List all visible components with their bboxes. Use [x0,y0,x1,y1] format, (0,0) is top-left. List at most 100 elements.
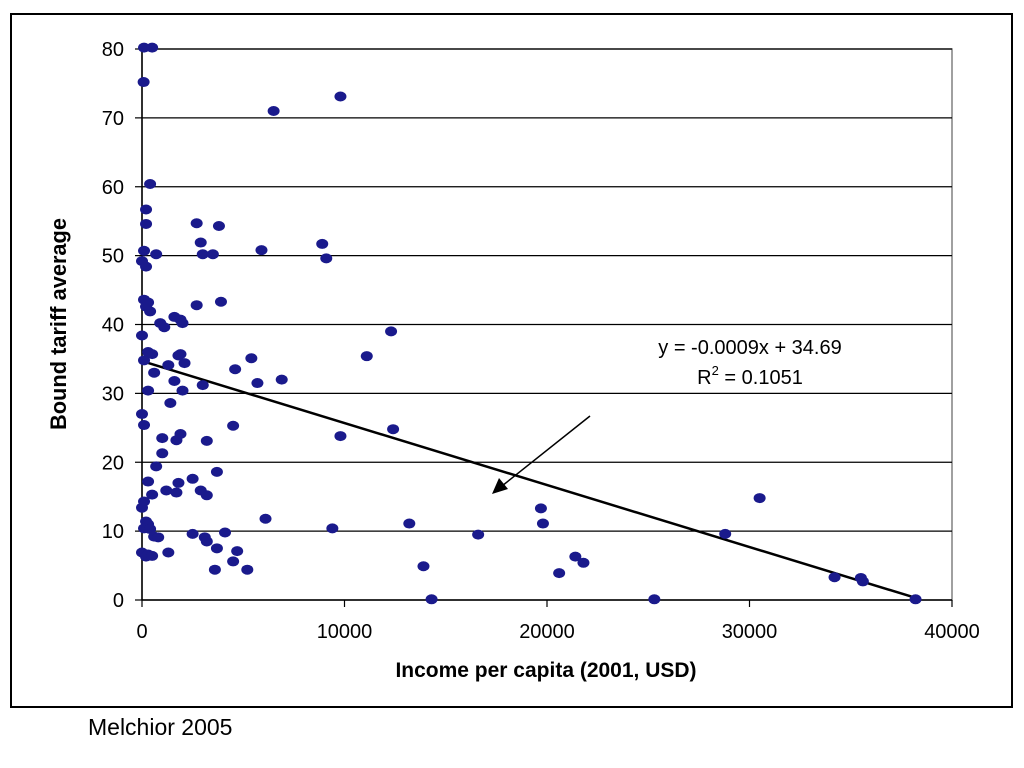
scatter-point [186,473,199,484]
annotation-arrow [501,415,591,487]
y-tick-label: 0 [113,590,124,612]
scatter-point [229,364,242,375]
scatter-point [569,551,582,562]
data-points [136,42,922,605]
x-tick-label: 10000 [317,621,373,643]
scatter-point [255,245,268,256]
scatter-point [138,355,151,366]
x-tick-label: 40000 [924,621,980,643]
scatter-point [142,476,155,487]
scatter-point [140,218,153,229]
scatter-point [210,543,223,554]
scatter-point [164,398,177,409]
y-tick-label: 40 [102,315,124,337]
scatter-point [144,524,157,535]
scatter-point [138,420,151,431]
scatter-point [200,536,213,547]
tick-labels: 0 10 20 30 40 50 60 70 80 0 10000 20000 30000 40000 [102,39,980,643]
scatter-point [648,594,661,605]
scatter-point [136,330,148,341]
scatter-point [138,245,151,256]
scatter-point [212,221,225,232]
scatter-point [196,380,209,391]
scatter-point [227,556,240,567]
scatter-point [387,424,400,435]
scatter-point [174,429,187,440]
scatter-point [403,518,416,529]
y-tick-label: 30 [102,383,124,405]
scatter-point [144,306,157,317]
scatter-point [200,435,213,446]
trendline-equation: y = -0.0009x + 34.69 [658,337,841,359]
scatter-point [553,568,566,579]
scatter-point [251,378,264,389]
scatter-point [245,353,258,364]
scatter-point [360,351,373,362]
scatter-point [334,91,347,102]
scatter-point [856,576,869,587]
y-tick-label: 80 [102,39,124,61]
scatter-point [150,249,163,260]
scatter-point [162,547,175,558]
trendline-annotation: y = -0.0009x + 34.69 R2 = 0.1051 [492,337,842,494]
scatter-point [137,77,150,88]
scatter-point [909,594,922,605]
scatter-point [231,546,244,557]
scatter-point [200,490,213,501]
trendline [141,359,916,600]
r-squared-label: R2 = 0.1051 [697,363,803,389]
scatter-point [146,349,159,360]
scatter-point [156,448,169,459]
scatter-point [267,105,280,116]
x-axis-title: Income per capita (2001, USD) [395,659,696,682]
scatter-point [241,564,254,575]
source-note: Melchior 2005 [88,714,233,740]
y-tick-label: 60 [102,177,124,199]
scatter-point [534,503,547,514]
scatter-point [334,431,347,442]
scatter-point [142,385,155,396]
scatter-point [178,358,191,369]
scatter-point [158,322,171,333]
scatter-point [136,502,148,513]
scatter-point [577,557,590,568]
x-tick-label: 20000 [519,621,575,643]
scatter-point [172,350,185,361]
y-tick-label: 50 [102,246,124,268]
scatter-point [146,550,159,561]
arrow-head-icon [492,478,508,494]
scatter-point [146,489,159,500]
scatter-point [210,466,223,477]
scatter-point [753,493,766,504]
y-tick-label: 10 [102,521,124,543]
scatter-point [136,409,148,420]
trendline-layer [141,359,916,600]
scatter-point [425,594,438,605]
scatter-point [146,42,159,53]
scatter-point [320,253,333,264]
scatter-point [186,528,199,539]
scatter-point [160,485,173,496]
scatter-point [536,518,549,529]
scatter-point [385,326,398,337]
grid-lines [142,48,952,532]
scatter-point [156,433,169,444]
scatter-point [719,528,732,539]
scatter-point [152,532,165,543]
scatter-point [148,367,161,378]
y-tick-label: 20 [102,452,124,474]
y-tick-label: 70 [102,108,124,130]
x-tick-label: 0 [136,621,147,643]
scatter-point [208,564,221,575]
scatter-point [227,420,240,431]
scatter-point [176,318,189,329]
scatter-point [417,561,430,572]
scatter-point [168,375,181,386]
scatter-point [176,385,189,396]
scatter-point [219,527,232,538]
scatter-point [275,374,288,385]
scatter-point [214,296,227,307]
scatter-point [316,238,329,249]
scatter-point [259,513,272,524]
